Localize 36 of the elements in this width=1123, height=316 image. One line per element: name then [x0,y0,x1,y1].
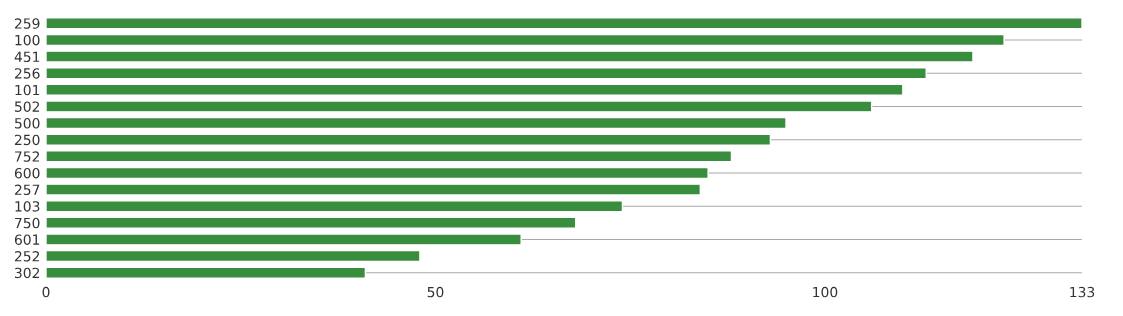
bar [46,183,702,196]
y-tick-label: 257 [14,184,40,196]
bar [46,233,522,246]
y-tick-label: 259 [14,18,40,29]
y-tick-label: 100 [15,34,40,46]
y-tick-label: 101 [15,84,40,96]
bar [46,17,1082,30]
bar [46,83,904,96]
bar [46,150,733,163]
bar [46,249,421,263]
y-tick-label: 103 [15,201,40,212]
y-tick-label: 750 [15,217,40,229]
y-tick-label: 600 [14,167,40,179]
y-tick-label: 502 [15,101,40,112]
y-tick-label: 250 [14,134,40,146]
bar [46,166,709,180]
y-tick-label: 252 [14,251,40,262]
y-tick-label: 752 [15,151,40,162]
bar [46,133,772,146]
bar [46,266,367,279]
bar [46,116,787,130]
bar [46,67,927,80]
y-tick-label: 601 [14,234,40,245]
bar [46,33,1005,47]
y-tick-label: 451 [14,51,40,63]
y-tick-label: 256 [14,68,40,79]
x-tick-label: 133 [1070,286,1095,298]
x-tick-label: 50 [427,286,444,298]
y-tick-label: 500 [15,118,40,129]
bar [46,216,577,229]
bar [46,100,873,113]
x-tick-label: 0 [42,286,50,298]
bar [46,50,974,63]
y-tick-label: 302 [14,267,40,279]
x-tick-label: 100 [813,286,838,298]
bar [46,200,624,213]
